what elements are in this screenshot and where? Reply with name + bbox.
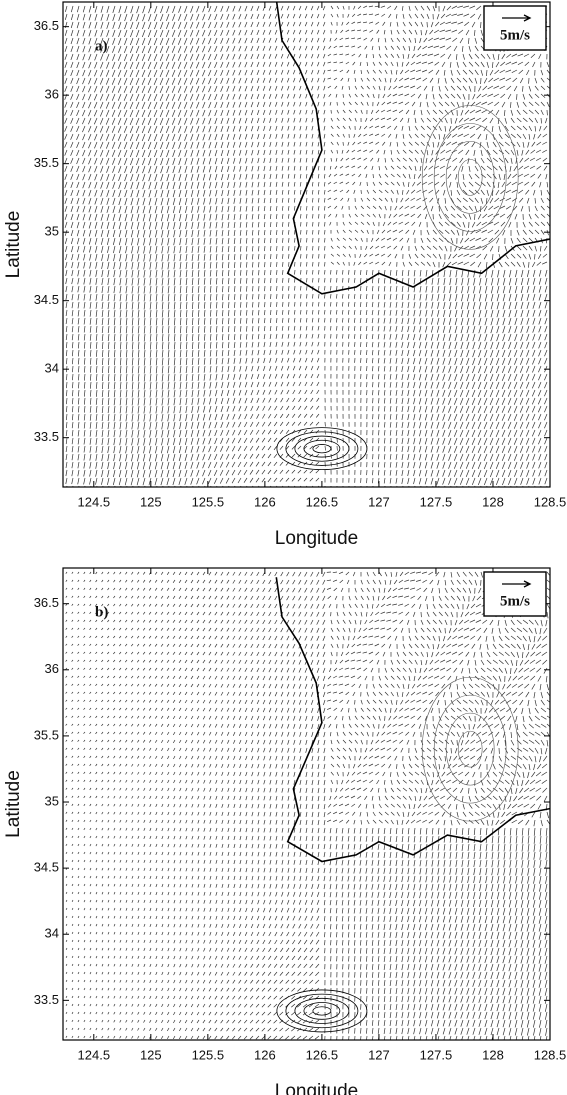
terrain-contour [445,712,495,786]
y-tick-label: 35 [45,793,59,808]
island-contour [276,427,368,471]
coastline [275,2,550,295]
legend-box [483,571,547,617]
frame [62,567,551,1041]
x-axis-label: Longitude [275,1081,358,1095]
x-tick-label: 127 [368,1047,390,1062]
y-tick-label: 36.5 [34,18,59,33]
plot-area [65,571,550,1040]
panel: 124.5 125 125.5 126 126.5 127 127.5 128 128.5 33.… [3,1,567,549]
terrain-contour [433,694,507,804]
y-tick-label: 36 [45,87,59,102]
panel: 124.5 125 125.5 126 126.5 127 127.5 128 128.5 33.… [3,567,567,1095]
island-contour [303,439,341,458]
y-tick-label: 34 [45,361,59,376]
y-axis-label: Latitude [3,770,24,838]
x-tick-label: 124.5 [78,494,111,509]
vector-field [65,571,550,1040]
x-tick-label: 126.5 [306,1047,339,1062]
panel-label: b) [95,604,108,620]
coastline [275,577,550,863]
x-tick-label: 126.5 [306,494,339,509]
x-tick-label: 128.5 [534,494,567,509]
x-tick-label: 127.5 [420,494,453,509]
island-contour [303,1002,341,1020]
x-tick-label: 127.5 [420,1047,453,1062]
legend-label: 5m/s [500,593,530,609]
y-tick-label: 35.5 [34,727,59,742]
terrain-contour [433,123,507,232]
y-axis-label: Latitude [3,211,24,279]
island-contour [294,435,350,462]
y-tick-label: 34 [45,926,59,941]
x-tick-label: 128 [482,1047,504,1062]
frame [62,1,551,488]
island-contour [276,989,368,1033]
legend-arrow [502,580,532,588]
terrain-contour [457,730,483,768]
x-tick-label: 127 [368,494,390,509]
x-tick-label: 126 [254,494,276,509]
legend-arrow [502,14,532,22]
plot-area [64,2,550,487]
x-tick-label: 125.5 [192,494,225,509]
y-tick-label: 33.5 [34,992,59,1007]
y-tick-label: 36.5 [34,595,59,610]
terrain-contour [421,676,519,822]
vector-field [64,5,550,487]
x-axis-label: Longitude [275,528,358,549]
y-tick-label: 34.5 [34,292,59,307]
terrain-contour [457,159,483,196]
y-tick-label: 33.5 [34,429,59,444]
island-contour [285,993,359,1029]
island-contour [285,431,359,466]
island-contour [312,444,332,454]
x-tick-label: 124.5 [78,1047,111,1062]
x-tick-label: 125 [140,1047,162,1062]
island-contour [294,997,350,1024]
terrain-contour [421,105,519,250]
x-tick-label: 128 [482,494,504,509]
y-tick-label: 34.5 [34,860,59,875]
x-tick-label: 125.5 [192,1047,225,1062]
legend-box [483,5,547,51]
x-tick-label: 125 [140,494,162,509]
y-tick-label: 35 [45,224,59,239]
x-tick-label: 126 [254,1047,276,1062]
island-contour [312,1006,332,1016]
y-tick-label: 35.5 [34,155,59,170]
terrain-contour [445,141,495,214]
x-tick-label: 128.5 [534,1047,567,1062]
legend-label: 5m/s [500,27,530,43]
panel-label: a) [95,38,108,54]
y-tick-label: 36 [45,661,59,676]
